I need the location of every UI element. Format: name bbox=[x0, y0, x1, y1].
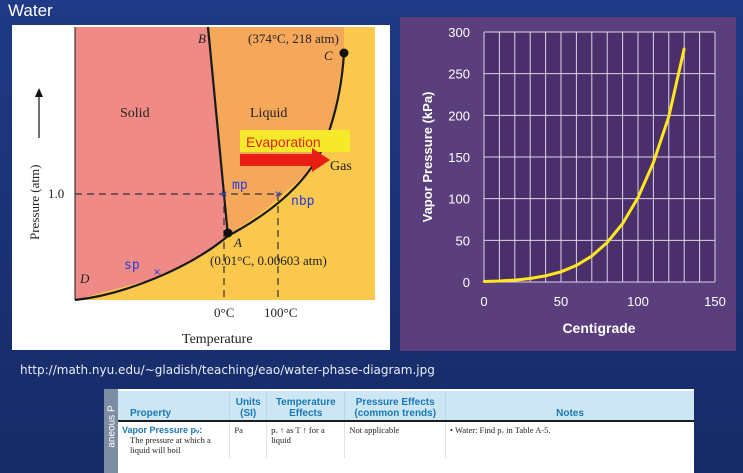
y-tick-label: 300 bbox=[448, 25, 470, 40]
point-d-label: D bbox=[79, 271, 90, 286]
table: Property Units (SI) Temperature Effects … bbox=[118, 391, 694, 458]
critical-point-label: (374°C, 218 atm) bbox=[248, 31, 339, 46]
data-point bbox=[559, 270, 563, 273]
data-point bbox=[652, 161, 655, 164]
y-tick-label: 250 bbox=[448, 67, 470, 82]
header-temperature: Temperature Effects bbox=[266, 391, 345, 421]
cell-notes: • Water: Find pᵥ in Table A-5. bbox=[445, 420, 694, 458]
nbp-marker: × bbox=[274, 187, 281, 201]
y-tick-label: 150 bbox=[448, 150, 470, 165]
triple-point-label: (0.01°C, 0.00603 atm) bbox=[210, 253, 327, 268]
sp-marker: × bbox=[153, 265, 160, 279]
data-point bbox=[683, 47, 686, 50]
data-point bbox=[621, 222, 624, 225]
y-tick-label: 0 bbox=[463, 275, 470, 290]
x-tick-label: 0 bbox=[480, 294, 487, 309]
nbp-label: nbp bbox=[291, 194, 315, 209]
x-tick-label: 50 bbox=[554, 294, 568, 309]
x-tick-label: 150 bbox=[704, 294, 726, 309]
point-b-label: B bbox=[198, 31, 206, 46]
liquid-label: Liquid bbox=[250, 106, 287, 121]
x-tick-0c: 0°C bbox=[214, 305, 234, 320]
source-url: http://math.nyu.edu/~gladish/teaching/ea… bbox=[20, 363, 435, 377]
data-point bbox=[513, 278, 516, 282]
data-point bbox=[544, 274, 547, 278]
cell-pressure: Not applicable bbox=[344, 420, 446, 458]
data-point bbox=[636, 196, 640, 199]
data-point bbox=[575, 264, 578, 267]
side-label: aneous P bbox=[106, 405, 118, 448]
side-strip: aneous P bbox=[104, 389, 118, 473]
y-tick-1: 1.0 bbox=[48, 186, 64, 201]
cell-units: Pa bbox=[229, 420, 267, 458]
y-axis-label: Pressure (atm) bbox=[27, 165, 42, 240]
data-point bbox=[498, 279, 501, 283]
data-point bbox=[606, 241, 609, 244]
data-point bbox=[667, 115, 670, 118]
data-point bbox=[482, 280, 486, 283]
data-point bbox=[590, 254, 593, 258]
critical-point-marker bbox=[339, 48, 349, 58]
cell-temperature: pᵥ ↑ as T ↑ for a liquid bbox=[266, 420, 345, 458]
mp-marker: × bbox=[220, 187, 227, 201]
chart-y-axis-label: Vapor Pressure (kPa) bbox=[420, 92, 435, 223]
header-pressure: Pressure Effects (common trends) bbox=[344, 391, 446, 421]
table-header-row: Property Units (SI) Temperature Effects … bbox=[118, 391, 694, 421]
solid-label: Solid bbox=[120, 106, 150, 121]
y-axis-arrow-head bbox=[35, 88, 43, 97]
series-line bbox=[483, 48, 686, 283]
header-units: Units (SI) bbox=[229, 391, 267, 421]
phase-diagram-svg: × × × Evaporation Solid Liquid Gas B C A… bbox=[27, 26, 375, 347]
y-tick-label: 100 bbox=[448, 192, 470, 207]
y-tick-label: 200 bbox=[448, 108, 470, 123]
evaporation-arrow bbox=[240, 148, 330, 172]
phase-diagram-image: × × × Evaporation Solid Liquid Gas B C A… bbox=[12, 25, 390, 350]
header-property: Property bbox=[118, 391, 230, 421]
property-name: Vapor Pressure pᵥ: bbox=[122, 425, 203, 435]
vapor-pressure-svg: 0 50 100 150 200 250 300 0 50 100 150 Centigrade V… bbox=[420, 25, 726, 336]
x-axis-label: Temperature bbox=[182, 332, 253, 347]
solid-region bbox=[75, 27, 228, 300]
point-a-label: A bbox=[233, 235, 242, 250]
x-tick-label: 100 bbox=[627, 294, 649, 309]
evaporation-label: Evaporation bbox=[246, 134, 321, 150]
triple-point-marker bbox=[223, 228, 233, 238]
property-desc: The pressure at which a liquid will boil bbox=[130, 435, 211, 455]
evaporation-box bbox=[240, 130, 350, 152]
gas-label: Gas bbox=[330, 159, 352, 174]
vapor-pressure-chart: 0 50 100 150 200 250 300 0 50 100 150 Centigrade V… bbox=[400, 17, 736, 351]
table-row: Vapor Pressure pᵥ: The pressure at which… bbox=[118, 420, 694, 458]
x-tick-100c: 100°C bbox=[264, 305, 297, 320]
mp-label: mp bbox=[232, 178, 248, 193]
melting-curve bbox=[206, 26, 230, 237]
slide-title: Water bbox=[8, 1, 53, 20]
cell-property: Vapor Pressure pᵥ: The pressure at which… bbox=[118, 420, 230, 458]
point-c-label: C bbox=[324, 48, 333, 63]
property-table: aneous P Property Units (SI) Temperature… bbox=[104, 389, 694, 473]
data-point bbox=[529, 277, 532, 280]
y-tick-label: 50 bbox=[456, 233, 470, 248]
chart-x-axis-label: Centigrade bbox=[562, 320, 635, 336]
sp-label: sp bbox=[124, 258, 140, 273]
sublimation-curve bbox=[74, 235, 229, 302]
header-notes: Notes bbox=[445, 391, 694, 421]
